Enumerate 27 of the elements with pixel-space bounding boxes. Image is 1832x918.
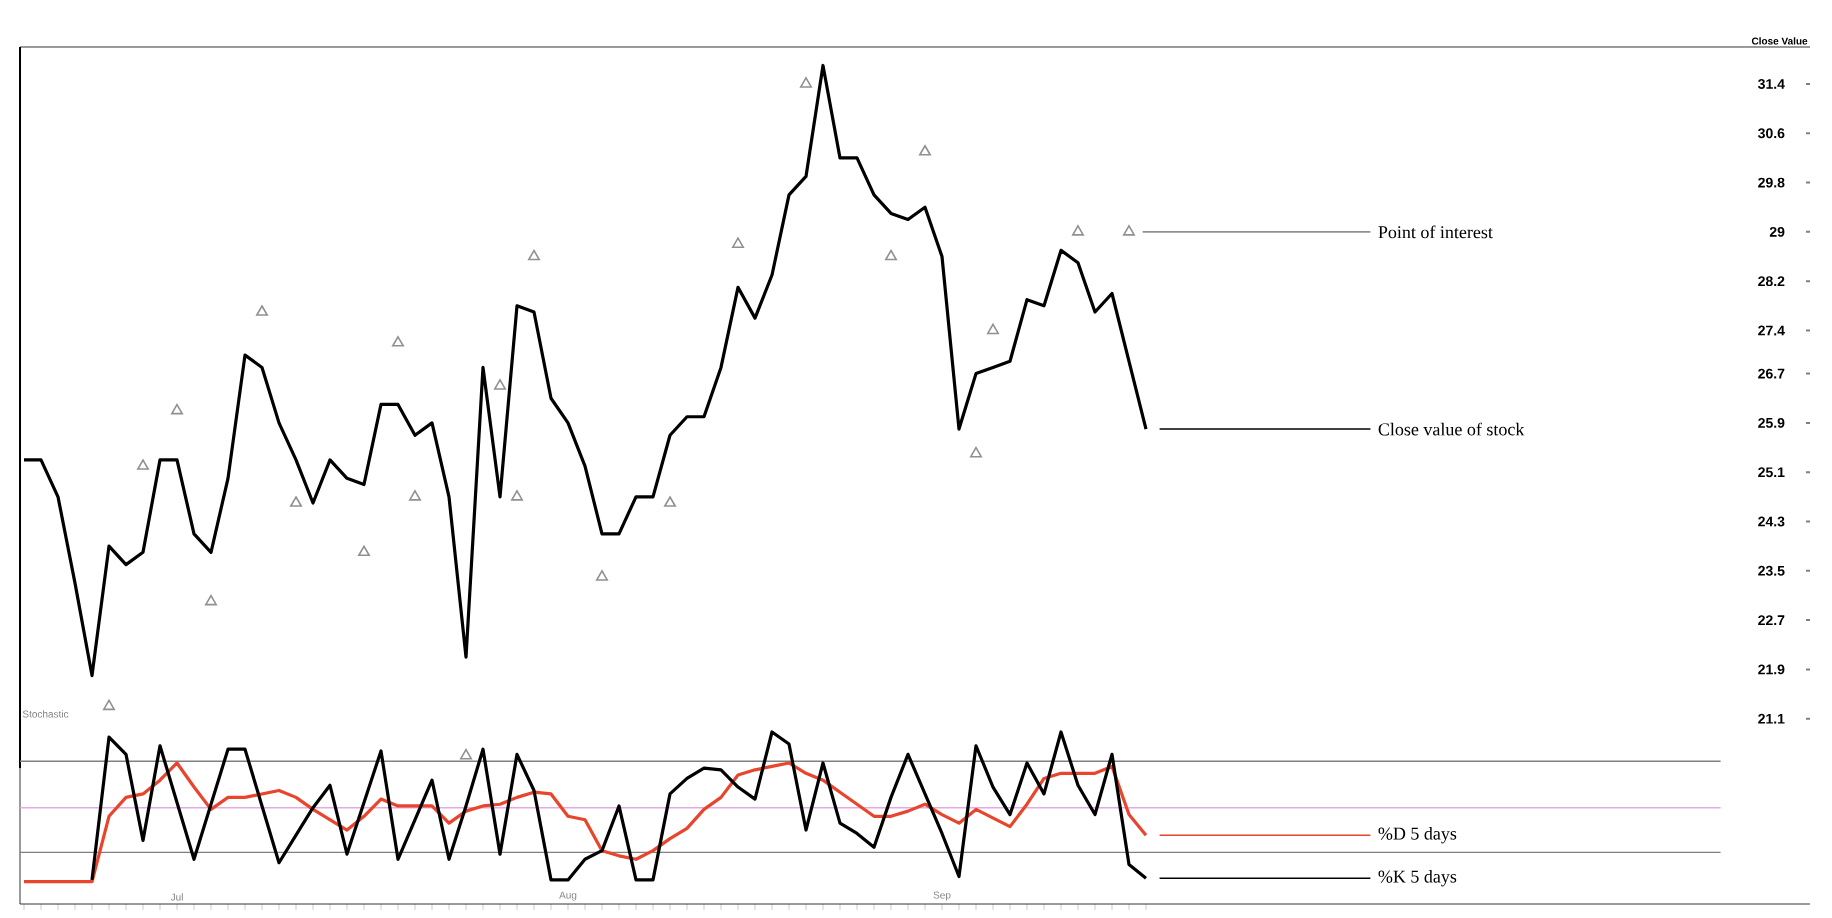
point	[528, 249, 540, 261]
point	[919, 144, 931, 156]
text: Point of interest	[1378, 225, 1493, 239]
point	[511, 490, 523, 501]
point	[987, 323, 999, 335]
point	[137, 459, 149, 470]
point	[494, 379, 506, 390]
point	[1123, 225, 1135, 236]
point	[596, 570, 608, 581]
point	[205, 594, 217, 606]
text: Close value of stock	[1378, 422, 1525, 436]
point	[171, 403, 183, 415]
point	[392, 335, 404, 347]
point	[664, 496, 676, 507]
point	[290, 496, 302, 507]
text: %D 5 days	[1378, 827, 1457, 844]
point	[885, 249, 897, 261]
point	[103, 699, 115, 711]
point	[970, 446, 982, 458]
point	[358, 545, 370, 557]
point	[1072, 225, 1084, 236]
point	[409, 490, 421, 501]
point	[460, 748, 472, 760]
text: %K 5 days	[1378, 870, 1457, 887]
point	[800, 77, 812, 88]
point	[732, 237, 744, 248]
point	[256, 305, 268, 316]
